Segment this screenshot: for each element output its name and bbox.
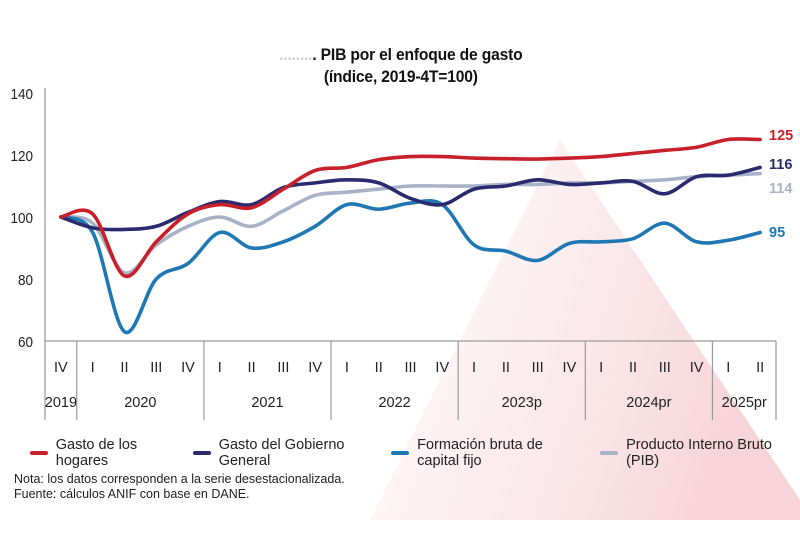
x-tick-label-year: 2022: [378, 395, 410, 411]
legend-item-fbkf: Formación bruta de capital fijo: [391, 437, 574, 469]
end-value-label: 95: [769, 225, 785, 241]
legend-swatch-hogares: [30, 451, 48, 455]
y-tick-label: 100: [11, 210, 34, 227]
x-tick-label-quarter: IV: [54, 360, 68, 376]
title-line1: . PIB por el enfoque de gasto: [312, 45, 523, 64]
legend-item-pib: Producto Interno Bruto (PIB): [600, 437, 774, 469]
legend-label-pib: Producto Interno Bruto (PIB): [626, 437, 772, 469]
x-tick-label-year: 2021: [251, 395, 283, 411]
x-tick-label-quarter: I: [726, 360, 730, 376]
end-labels: 125 116 95 114: [769, 128, 793, 241]
x-tick-label-quarter: II: [375, 360, 383, 376]
x-tick-label-quarter: I: [218, 360, 222, 376]
x-tick-label-year: 2020: [124, 395, 156, 411]
x-tick-label-year: 2019: [45, 395, 77, 411]
footnotes: Nota: los datos corresponden a la serie …: [14, 472, 345, 502]
x-tick-label-year: 2025pr: [722, 395, 767, 411]
legend-swatch-gobierno: [192, 451, 211, 455]
end-value-label: 125: [769, 128, 793, 144]
x-tick-label-quarter: III: [404, 360, 416, 376]
y-axis: 60 80 100 120 140: [11, 86, 46, 351]
x-tick-label-year: 2024pr: [626, 395, 671, 411]
chart-title: ......... PIB por el enfoque de gasto (í…: [33, 44, 769, 88]
series-line-formaci-n-bruta-de-capital-fijo: [59, 199, 762, 335]
x-tick-label-quarter: IV: [690, 360, 704, 376]
legend-item-hogares: Gasto de los hogares: [30, 437, 167, 469]
x-tick-label-quarter: III: [659, 360, 671, 376]
legend-label-hogares: Gasto de los hogares: [55, 437, 138, 469]
series-line-producto-interno-bruto-pib: [59, 171, 762, 275]
x-tick-label-quarter: II: [502, 360, 510, 376]
series-line-gasto-de-los-hogares: [59, 137, 762, 278]
x-tick-label-year: 2023p: [502, 395, 542, 411]
x-tick-label-quarter: IV: [435, 360, 449, 376]
x-tick-label-quarter: II: [756, 360, 764, 376]
x-tick-label-quarter: I: [91, 360, 95, 376]
y-tick-label: 120: [11, 148, 34, 165]
title-prefix: ........: [279, 45, 313, 64]
x-axis: IV I II III IV I II III IV I II III IV I II III IV I II III…: [44, 340, 777, 420]
x-tick-label-quarter: I: [472, 360, 476, 376]
legend-swatch-pib: [600, 451, 619, 455]
x-tick-label-quarter: III: [277, 360, 289, 376]
y-tick-label: 140: [11, 86, 34, 103]
legend-label-gobierno: Gasto del Gobierno General: [218, 437, 345, 469]
x-tick-label-quarter: I: [599, 360, 603, 376]
x-tick-label-quarter: IV: [308, 360, 322, 376]
note-text: Nota: los datos corresponden a la serie …: [14, 472, 345, 486]
x-tick-label-quarter: IV: [563, 360, 577, 376]
x-tick-label-quarter: I: [345, 360, 349, 376]
x-tick-label-quarter: III: [150, 360, 162, 376]
x-tick-label-quarter: II: [629, 360, 637, 376]
x-tick-label-quarter: III: [532, 360, 544, 376]
legend: Gasto de los hogares Gasto del Gobierno …: [30, 437, 800, 469]
series-lines: [59, 137, 762, 335]
x-tick-label-quarter: II: [248, 360, 256, 376]
end-value-label: 116: [769, 157, 792, 173]
legend-swatch-fbkf: [391, 451, 410, 455]
legend-label-fbkf: Formación bruta de capital fijo: [417, 437, 543, 469]
y-tick-label: 60: [18, 334, 33, 351]
y-tick-label: 80: [18, 272, 33, 289]
series-line-gasto-del-gobierno-general: [59, 165, 762, 232]
source-text: Fuente: cálculos ANIF con base en DANE.: [14, 487, 250, 501]
legend-item-gobierno: Gasto del Gobierno General: [192, 437, 365, 469]
end-value-label: 114: [769, 181, 792, 197]
x-tick-label-quarter: IV: [181, 360, 195, 376]
x-tick-label-quarter: II: [120, 360, 128, 376]
title-line2: (índice, 2019-4T=100): [323, 67, 478, 86]
